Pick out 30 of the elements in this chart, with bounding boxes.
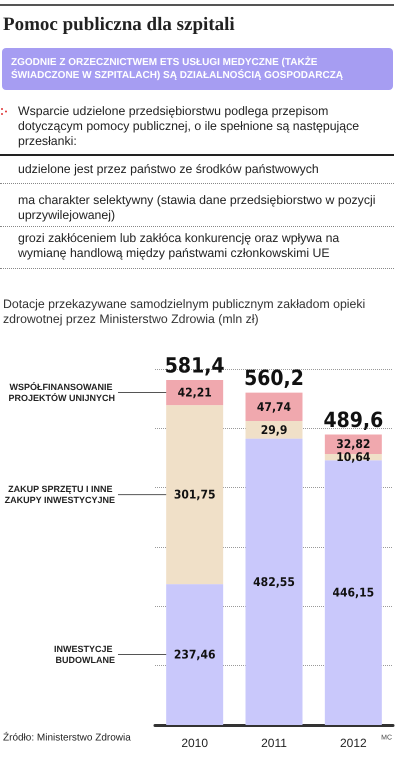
data-label: 47,74 — [256, 400, 292, 414]
data-label: 301,75 — [174, 488, 216, 502]
data-label: 446,15 — [332, 586, 374, 600]
text: ZAKUP SPRZĘTU I INNE ZAKUPY INWESTYCYJNE — [4, 484, 115, 506]
text: ma charakter selektywny (stawia dane przedsiębiorstwo w pozycji uprzywilejowanej) — [18, 193, 376, 223]
bar — [166, 405, 224, 584]
text: Źródło: Ministerstwo Zdrowia — [3, 732, 132, 744]
total-label: 581,4 — [164, 354, 225, 378]
bar — [246, 438, 302, 725]
data-label: 237,46 — [174, 648, 216, 662]
text: INWESTYCJE BUDOWLANE — [54, 644, 115, 666]
text: udzielone jest przez państwo ze środków państwowych — [18, 162, 320, 177]
total-label: 489,6 — [323, 408, 384, 432]
bar — [166, 584, 224, 725]
text: grozi zakłóceniem lub zakłóca konkurencję oraz wpływa na wymianę handlową między państwami członkowskimi UE — [18, 231, 340, 261]
chart-title: Pomoc publiczna dla szpitali — [3, 14, 235, 36]
chart-subtitle: ZGODNIE Z ORZECZNICTWEM ETS USŁUGI MEDYCZNE (TAKŻE ŚWIADCZONE W SZPITALACH) SĄ DZIAŁALNOŚCIĄ GOSPODARCZĄ — [2, 48, 393, 90]
data-label: 29,9 — [260, 422, 288, 437]
x-tick-label: 2012 — [340, 736, 368, 750]
bar — [246, 392, 302, 421]
text: Wsparcie udzielone przedsiębiorstwu podlega przepisom dotyczącym pomocy publicznej, o ile spełnione są następujące przesłanki: — [18, 104, 360, 149]
data-label: 42,21 — [178, 386, 212, 400]
x-tick-label: 2010 — [181, 736, 208, 750]
x-tick-label: 2011 — [261, 736, 288, 750]
total-label: 560,2 — [244, 366, 304, 390]
data-label: 482,55 — [253, 574, 295, 589]
data-label: 32,82 — [336, 437, 370, 452]
text: WSPÓŁFINANSOWANIE PROJEKTÓW UNIJNYCH — [8, 382, 115, 404]
data-label: 10,64 — [336, 450, 371, 464]
text: Dotacje przekazywane samodzielnym publicznym zakładom opieki zdrowotnej przez Ministerstwo Zdrowia (mln zł) — [3, 297, 366, 327]
